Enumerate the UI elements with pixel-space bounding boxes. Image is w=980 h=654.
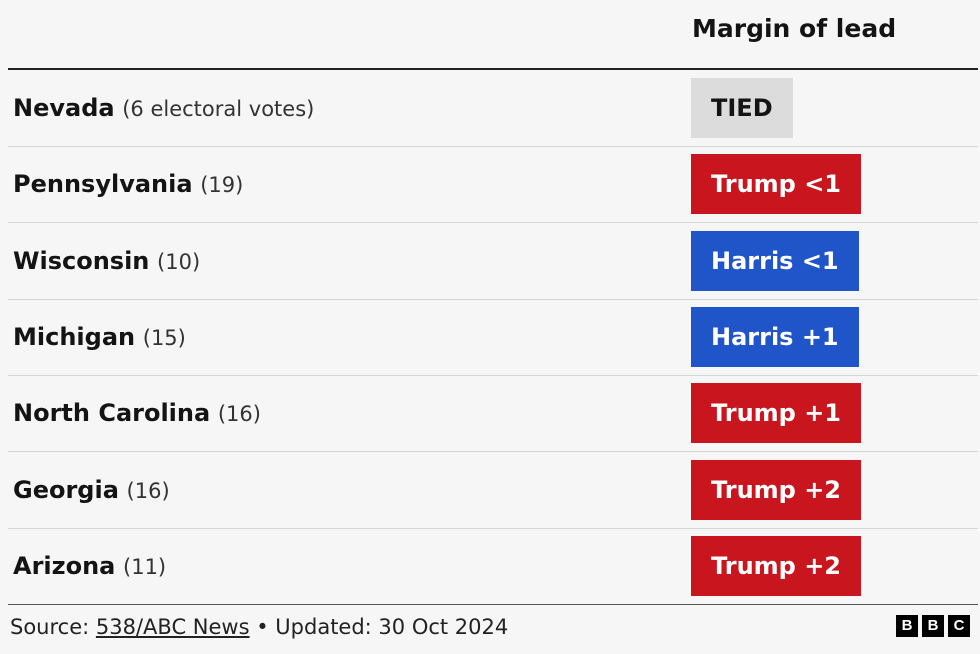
table-row: Arizona (11) Trump +2	[8, 528, 978, 605]
state-name: Pennsylvania	[13, 170, 193, 199]
electoral-votes: (11)	[123, 554, 167, 579]
margin-badge: Harris +1	[691, 306, 859, 367]
table-row: Georgia (16) Trump +2	[8, 452, 978, 529]
state-cell: Wisconsin (10)	[13, 223, 200, 300]
electoral-votes: (10)	[157, 249, 201, 274]
state-cell: Georgia (16)	[13, 452, 170, 529]
margin-badge: Trump +2	[691, 459, 862, 520]
state-name: Nevada	[13, 94, 115, 122]
updated: • Updated: 30 Oct 2024	[256, 615, 509, 639]
header-rule	[8, 68, 978, 70]
logo-letter: B	[922, 615, 944, 637]
table-row: Nevada (6 electoral votes) TIED	[8, 70, 978, 147]
margin-badge: Trump +2	[691, 535, 862, 596]
electoral-votes: (16)	[126, 478, 170, 503]
source-link[interactable]: 538/ABC News	[95, 615, 250, 639]
state-cell: Nevada (6 electoral votes)	[13, 70, 314, 147]
state-name: Michigan	[13, 322, 136, 351]
table-row: Michigan (15) Harris +1	[8, 299, 978, 376]
table-row: Wisconsin (10) Harris <1	[8, 223, 978, 300]
logo-letter: B	[896, 615, 918, 637]
margin-badge: Trump +1	[691, 383, 862, 444]
state-cell: Michigan (15)	[13, 299, 186, 376]
margin-badge: TIED	[691, 78, 793, 138]
table-row: North Carolina (16) Trump +1	[8, 375, 978, 453]
state-cell: Pennsylvania (19)	[13, 146, 243, 223]
column-title: Margin of lead	[692, 14, 897, 43]
logo-letter: C	[948, 615, 970, 637]
footer: Source: 538/ABC News • Updated: 30 Oct 2…	[10, 615, 508, 639]
state-cell: Arizona (11)	[13, 528, 166, 605]
table-row: Pennsylvania (19) Trump <1	[8, 146, 978, 224]
state-name: Arizona	[13, 551, 116, 580]
margin-badge: Harris <1	[691, 230, 859, 291]
state-name: Georgia	[13, 475, 119, 504]
electoral-votes: (19)	[200, 173, 244, 198]
state-name: Wisconsin	[13, 246, 150, 275]
bbc-logo: B B C	[896, 615, 970, 637]
electoral-votes: (6 electoral votes)	[122, 97, 315, 121]
state-cell: North Carolina (16)	[13, 375, 261, 452]
state-name: North Carolina	[13, 399, 211, 428]
electoral-votes: (15)	[142, 325, 186, 350]
source-label: Source:	[10, 615, 90, 639]
margin-badge: Trump <1	[691, 154, 862, 215]
electoral-votes: (16)	[217, 402, 261, 427]
